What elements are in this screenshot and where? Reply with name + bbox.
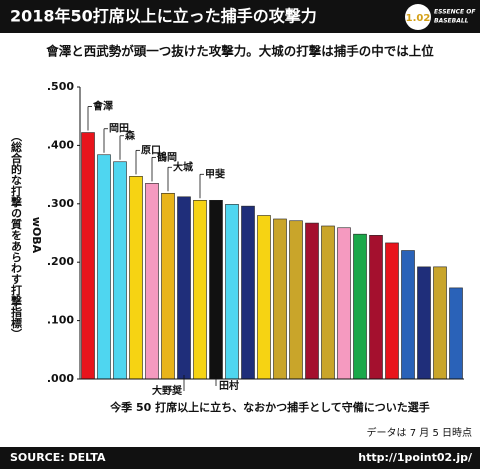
- bar: [225, 204, 239, 380]
- bar: [209, 199, 223, 380]
- logo-text: BASEBALL: [434, 18, 469, 25]
- x-axis-title: 今季 50 打席以上に立ち、なおかつ捕手として守備についた選手: [109, 400, 430, 414]
- bar: [81, 132, 95, 380]
- bar: [353, 233, 367, 380]
- url: http://1point02.jp/: [358, 451, 473, 464]
- note: データは 7 月 5 日時点: [367, 426, 472, 439]
- logo-text: ESSENCE OF: [434, 9, 476, 16]
- bar: [433, 266, 447, 380]
- bar: [449, 287, 463, 380]
- logo-number: 1.02: [406, 13, 431, 24]
- y-axis-title: wOBA: [30, 217, 43, 254]
- bar: [113, 161, 127, 380]
- y-tick-label: .100: [47, 314, 74, 327]
- bar-label: 會澤: [92, 100, 113, 113]
- bar: [129, 176, 143, 380]
- bar: [145, 183, 159, 380]
- chart-subtitle: 會澤と西武勢が頭一つ抜けた攻撃力。大城の打撃は捕手の中では上位: [46, 44, 434, 59]
- source: SOURCE: DELTA: [10, 451, 106, 464]
- bar: [177, 196, 191, 380]
- bar: [305, 222, 319, 380]
- chart-title: 2018年50打席以上に立った捕手の攻撃力: [10, 7, 317, 26]
- bar: [321, 225, 335, 380]
- bar: [97, 154, 111, 380]
- y-tick-label: .400: [47, 138, 74, 151]
- bar: [401, 250, 415, 380]
- bar: [369, 235, 383, 380]
- bar-label: 鶴岡: [157, 150, 177, 163]
- bar-label: 原口: [141, 144, 161, 156]
- y-axis-note: （総合的な打撃の質をあらわす打撃指標）: [10, 131, 24, 340]
- title-bar: [0, 0, 480, 33]
- bar: [385, 242, 399, 380]
- logo-badge: [405, 4, 431, 30]
- bar: [273, 218, 287, 380]
- bar-label: 田村: [219, 379, 239, 392]
- bar: [417, 266, 431, 380]
- bar: [241, 205, 255, 380]
- bar: [289, 220, 303, 380]
- bar: [161, 192, 175, 380]
- bar-label: 甲斐: [205, 167, 226, 180]
- bar: [337, 227, 351, 380]
- y-tick-label: .300: [47, 197, 74, 210]
- bar-label: 大城: [173, 160, 193, 173]
- y-tick-label: .500: [47, 80, 74, 93]
- footer-bar: [0, 447, 480, 469]
- y-tick-label: .200: [47, 255, 74, 268]
- bar-label: 森: [124, 129, 136, 142]
- bar: [257, 215, 271, 380]
- bar-label: 大野奨: [152, 384, 183, 397]
- y-tick-label: .000: [47, 372, 74, 385]
- bar: [193, 199, 207, 380]
- bar-label: 岡田: [109, 123, 129, 135]
